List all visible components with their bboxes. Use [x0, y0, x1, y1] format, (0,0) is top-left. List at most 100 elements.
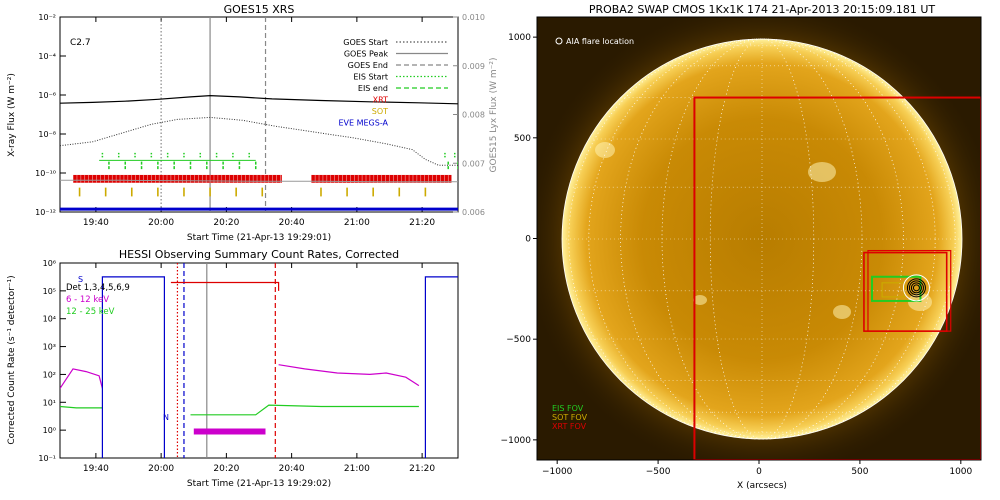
y-tick-label: 10⁵: [43, 287, 56, 296]
y-tick-label: 10¹: [43, 398, 56, 407]
goes-right-axis: 0.006 0.007 0.008 0.009 0.010: [453, 13, 485, 217]
hessi-legend: Det 1,3,4,5,6,9 6 - 12 keV 12 - 25 keV: [66, 283, 130, 317]
hessi-axes: 19:40 20:00 20:20 20:40 21:00 21:20 10⁻¹ 10⁰ 10¹…: [38, 259, 435, 474]
y-tick-label: 1000: [508, 33, 531, 43]
flare-contour: [906, 278, 926, 298]
y-tick-label: 10³: [43, 343, 56, 352]
y-tick-label: 10⁻⁸: [38, 130, 56, 139]
hessi-series: [60, 276, 458, 458]
y-tick-label: 10²: [43, 370, 56, 379]
longitude-line: [709, 38, 815, 440]
longitude-line: [661, 38, 863, 440]
legend-label: EIS end: [358, 84, 388, 93]
x-tick-label: 20:00: [148, 218, 174, 228]
goes-legend: GOES Start GOES Peak GOES End EIS Start EIS …: [338, 38, 448, 128]
y-tick-label: 10⁻⁶: [38, 91, 56, 100]
hessi-marks: [176, 263, 276, 458]
y-tick-label: −500: [506, 335, 531, 345]
flare-class-label: C2.7: [70, 38, 91, 48]
x-tick-label: 1000: [949, 467, 972, 477]
legend-label: XRT: [373, 96, 388, 105]
xrt-bar: [311, 174, 452, 183]
fov-legend-label: XRT FOV: [552, 422, 587, 431]
hessi-frame: [59, 262, 459, 459]
y2-tick-label: 0.007: [462, 159, 485, 168]
x-tick-label: 500: [851, 467, 868, 477]
y2-tick-label: 0.010: [462, 13, 485, 22]
x-tick-label: 21:00: [344, 464, 370, 474]
x-tick-label: 21:20: [409, 218, 435, 228]
goes-series-long: [60, 94, 458, 105]
hessi-series-4: [190, 404, 419, 416]
flare-contour: [908, 280, 924, 296]
swap-axes: −1000 −500 0 500 1000 −1000 −500 0 500 1000: [501, 33, 973, 477]
y-tick-label: 10⁻¹²: [35, 208, 56, 217]
eis-fov-box: [871, 275, 922, 302]
active-region: [595, 142, 615, 158]
x-tick-label: 20:40: [279, 218, 305, 228]
hessi-ylabel: Corrected Count Rate (s⁻¹ detector⁻¹): [7, 275, 17, 444]
goes-title: GOES15 XRS: [224, 3, 295, 16]
goes-marks: [60, 17, 458, 212]
fov-legend-label: EIS FOV: [552, 404, 584, 413]
y-tick-label: 10⁻²: [38, 13, 56, 22]
hessi-series-6: [424, 276, 458, 458]
active-regions: [595, 142, 932, 319]
y-tick-label: 10⁻⁴: [38, 52, 56, 61]
active-region: [833, 305, 851, 319]
active-region: [808, 162, 836, 182]
legend-label: GOES Start: [343, 38, 388, 47]
hessi-series-7: [170, 281, 280, 291]
goes-axes: 19:40 20:00 20:20 20:40 21:00 21:20 10⁻¹² 10⁻¹⁰…: [35, 13, 435, 228]
x-tick-label: −1000: [542, 467, 573, 477]
legend-label: EIS Start: [353, 73, 388, 82]
flare-location-legend-icon: [555, 37, 563, 45]
goes-series-short: [60, 116, 458, 166]
x-tick-label: 0: [756, 467, 762, 477]
flare-contour: [912, 284, 920, 292]
flare-location-marker: [902, 274, 930, 302]
goes-xlabel: Start Time (21-Apr-13 19:29:01): [187, 233, 331, 243]
legend-label: GOES Peak: [344, 50, 389, 59]
legend-label: GOES End: [348, 61, 388, 70]
legend-label: 6 - 12 keV: [66, 295, 109, 305]
hessi-panel: HESSI Observing Summary Count Rates, Cor…: [7, 248, 459, 489]
x-tick-label: 20:40: [279, 464, 305, 474]
saa-label: S: [78, 275, 83, 284]
swap-title: PROBA2 SWAP CMOS 1Kx1K 174 21-Apr-2013 2…: [589, 3, 936, 16]
legend-label: SOT: [372, 107, 388, 116]
xrt-fov-box-small: [867, 249, 952, 332]
y-tick-label: 0: [525, 235, 531, 245]
goes-ylabel-right: GOES15 Lyx Flux (W m⁻²): [489, 58, 499, 173]
goes-series-lyman: [60, 179, 458, 183]
x-tick-label: 20:20: [213, 218, 239, 228]
legend-label: 12 - 25 keV: [66, 307, 115, 317]
x-tick-label: 21:20: [409, 464, 435, 474]
hessi-series-0: [60, 368, 103, 389]
swap-panel: PROBA2 SWAP CMOS 1Kx1K 174 21-Apr-2013 2…: [501, 3, 982, 491]
y2-tick-label: 0.006: [462, 208, 485, 217]
goes-ylabel: X-ray Flux (W m⁻²): [7, 73, 17, 157]
hessi-xlabel: Start Time (21-Apr-13 19:29:02): [187, 479, 331, 489]
hessi-series-2: [278, 364, 420, 387]
x-tick-label: 19:40: [83, 464, 109, 474]
goes-panel: GOES15 XRS 19:40 20:00 20:20 20:40 21:00 21:2…: [7, 3, 499, 243]
longitude-line: [620, 38, 904, 440]
y2-tick-label: 0.009: [462, 62, 485, 71]
y-tick-label: 10⁻¹⁰: [35, 169, 56, 178]
heliographic-grid: [562, 38, 962, 440]
y-tick-label: 10⁰: [43, 426, 56, 435]
legend-label: EVE MEGS-A: [338, 119, 388, 128]
limb-outline: [561, 38, 963, 440]
y-tick-label: 10⁻¹: [38, 454, 56, 463]
y-tick-label: 10⁴: [43, 315, 56, 324]
y-tick-label: 500: [514, 134, 531, 144]
x-tick-label: 19:40: [83, 218, 109, 228]
xrt-bar: [73, 174, 282, 183]
goes-series: [60, 94, 458, 183]
hessi-series-3: [60, 405, 103, 409]
y2-tick-label: 0.008: [462, 111, 485, 120]
x-tick-label: −500: [646, 467, 671, 477]
